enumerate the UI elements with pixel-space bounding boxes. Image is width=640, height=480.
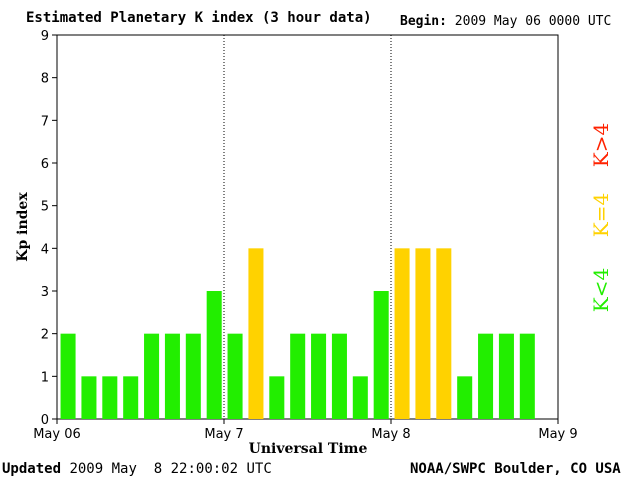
updated-time: Updated 2009 May 8 22:00:02 UTC	[2, 461, 272, 477]
y-tick-label: 0	[41, 413, 49, 428]
begin-time: Begin: 2009 May 06 0000 UTC	[400, 14, 611, 29]
kp-bar	[144, 333, 160, 419]
kp-bar	[185, 333, 201, 419]
kp-bar	[457, 376, 473, 419]
begin-label: Begin:	[400, 14, 447, 29]
plot-frame	[56, 34, 559, 420]
y-tick-label: 4	[41, 242, 49, 257]
chart-title: Estimated Planetary K index (3 hour data…	[26, 10, 372, 26]
updated-label: Updated	[2, 461, 62, 477]
legend-item: K<4	[589, 268, 613, 312]
begin-value: 2009 May 06 0000 UTC	[454, 14, 612, 29]
kp-bar	[394, 248, 410, 419]
legend-item: K>4	[589, 123, 613, 167]
x-axis-title: Universal Time	[249, 441, 368, 457]
credit-text: NOAA/SWPC Boulder, CO USA	[410, 461, 621, 477]
y-axis-title: Kp index	[15, 192, 31, 262]
x-tick-label: May 06	[33, 427, 81, 442]
kp-bar	[290, 333, 306, 419]
x-tick-label: May 9	[538, 427, 577, 442]
legend: K>4 K=4 K<4	[589, 123, 613, 312]
day-separators	[223, 35, 392, 419]
kp-bar	[164, 333, 180, 419]
x-axis: May 06 May 7 May 8 May 9	[33, 419, 578, 442]
kp-bar	[248, 248, 264, 419]
kp-bar	[436, 248, 452, 419]
kp-bar	[227, 333, 243, 419]
x-tick-label: May 8	[371, 427, 410, 442]
y-tick-label: 5	[41, 200, 49, 215]
kp-bar	[206, 291, 222, 419]
bars	[60, 248, 535, 419]
updated-value: 2009 May 8 22:00:02 UTC	[69, 461, 272, 477]
kp-bar	[123, 376, 139, 419]
y-tick-label: 3	[41, 285, 49, 300]
y-tick-label: 2	[41, 328, 49, 343]
y-axis: 0 1 2 3 4 5 6 7 8 9	[41, 29, 57, 428]
kp-bar	[331, 333, 347, 419]
kp-bar	[373, 291, 389, 419]
y-tick-label: 6	[41, 157, 49, 172]
y-tick-label: 9	[41, 29, 49, 44]
kp-bar	[519, 333, 535, 419]
y-tick-label: 7	[41, 114, 49, 129]
kp-bar	[102, 376, 118, 419]
y-tick-label: 8	[41, 72, 49, 87]
y-tick-label: 1	[41, 370, 49, 385]
kp-bar	[478, 333, 494, 419]
kp-bar	[60, 333, 76, 419]
kp-bar	[415, 248, 431, 419]
kp-bar	[269, 376, 285, 419]
kp-bar	[352, 376, 368, 419]
x-tick-label: May 7	[204, 427, 243, 442]
kp-bar	[81, 376, 97, 419]
legend-item: K=4	[589, 193, 613, 237]
kp-bar	[311, 333, 327, 419]
kp-bar	[498, 333, 514, 419]
